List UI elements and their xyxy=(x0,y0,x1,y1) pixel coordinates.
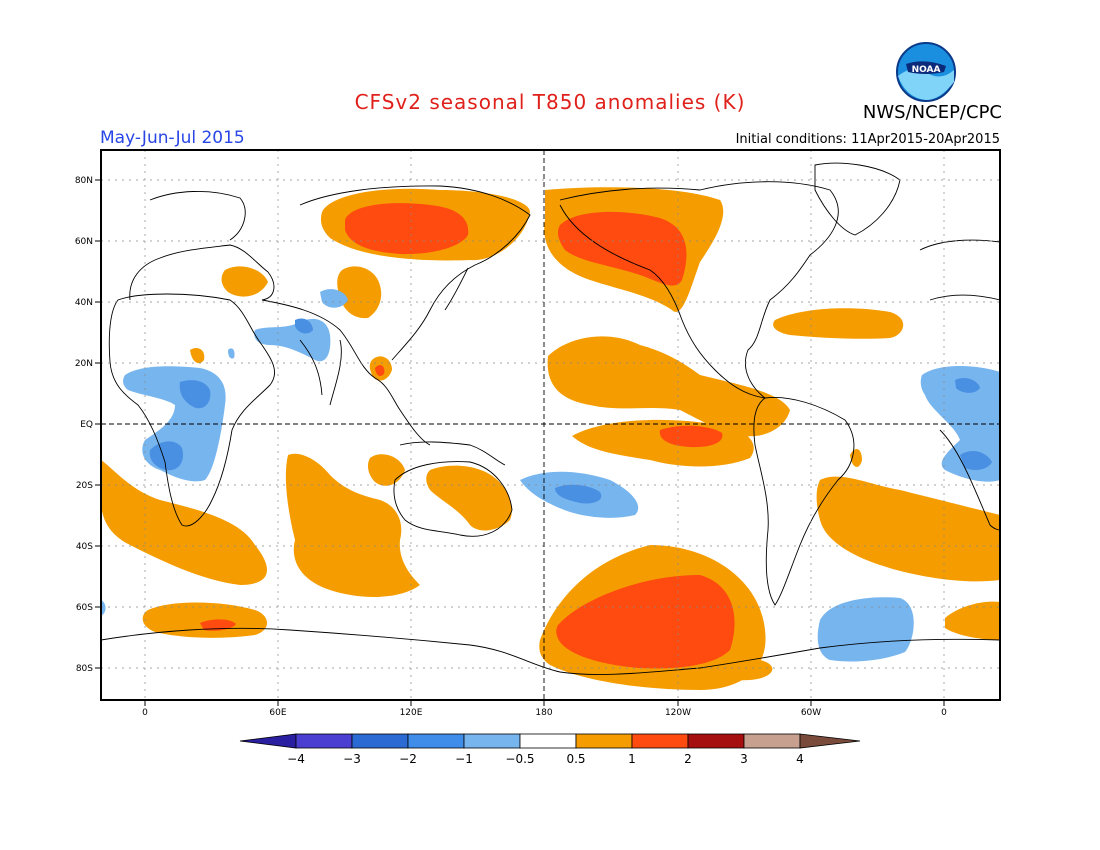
colorbar-label: −2 xyxy=(399,752,417,766)
lat-labels: 80N 60N 40N 20N EQ 20S 40S 60S 80S xyxy=(75,176,93,674)
lat-label: 80S xyxy=(76,664,93,674)
strong-negative-anomaly-regions xyxy=(149,318,992,504)
colorbar-label: 3 xyxy=(740,752,748,766)
noaa-logo-text: NOAA xyxy=(912,65,941,75)
agency-label: NWS/NCEP/CPC xyxy=(862,102,1002,123)
colorbar-arrow-right xyxy=(799,733,861,749)
lat-label: 40N xyxy=(75,298,93,308)
lat-label: 60S xyxy=(76,603,93,613)
lon-label: 180 xyxy=(535,708,552,718)
colorbar-label: 1 xyxy=(628,752,636,766)
lat-label: 40S xyxy=(76,542,93,552)
colorbar-label: −4 xyxy=(287,752,305,766)
colorbar-swatch xyxy=(407,733,465,749)
colorbar-label: −3 xyxy=(343,752,361,766)
negative-anomaly-regions xyxy=(101,289,1000,662)
lat-label: EQ xyxy=(80,420,93,430)
map-frame xyxy=(100,149,1001,701)
colorbar-arrow-left xyxy=(239,733,297,749)
lon-ticks xyxy=(144,700,945,706)
lon-label: 0 xyxy=(941,708,947,718)
strong-positive-anomaly-regions xyxy=(200,203,735,669)
lon-labels: 0 60E 120E 180 120W 60W 0 xyxy=(142,708,947,718)
colorbar-swatch xyxy=(295,733,353,749)
lat-label: 20N xyxy=(75,359,93,369)
colorbar-label: 0.5 xyxy=(566,752,585,766)
lat-label: 20S xyxy=(76,481,93,491)
equator-dateline xyxy=(101,150,1000,700)
lat-label: 60N xyxy=(75,237,93,247)
gridlines xyxy=(101,150,1000,700)
lon-label: 0 xyxy=(142,708,148,718)
period-label: May-Jun-Jul 2015 xyxy=(100,128,245,148)
map-fields xyxy=(101,162,1000,690)
lat-label: 80N xyxy=(75,176,93,186)
colorbar-swatch xyxy=(743,733,801,749)
colorbar: −4 −3 −2 −1 −0.5 0.5 1 2 3 4 xyxy=(239,733,861,766)
colorbar-swatch xyxy=(575,733,633,749)
chart-title: CFSv2 seasonal T850 anomalies (K) xyxy=(354,90,746,114)
colorbar-swatch xyxy=(351,733,409,749)
colorbar-swatch xyxy=(687,733,745,749)
lat-ticks xyxy=(95,179,101,669)
colorbar-swatch xyxy=(519,733,577,749)
colorbar-swatch xyxy=(631,733,689,749)
coastlines xyxy=(101,162,1000,675)
colorbar-swatch xyxy=(463,733,521,749)
lon-label: 60E xyxy=(269,708,286,718)
colorbar-label: −1 xyxy=(455,752,473,766)
colorbar-label: 2 xyxy=(684,752,692,766)
lon-label: 120W xyxy=(665,708,691,718)
colorbar-label: 4 xyxy=(796,752,804,766)
noaa-logo: NOAA xyxy=(896,42,956,102)
lon-label: 120E xyxy=(400,708,423,718)
initial-conditions-label: Initial conditions: 11Apr2015-20Apr2015 xyxy=(735,132,1000,147)
colorbar-label: −0.5 xyxy=(505,752,534,766)
lon-label: 60W xyxy=(801,708,821,718)
